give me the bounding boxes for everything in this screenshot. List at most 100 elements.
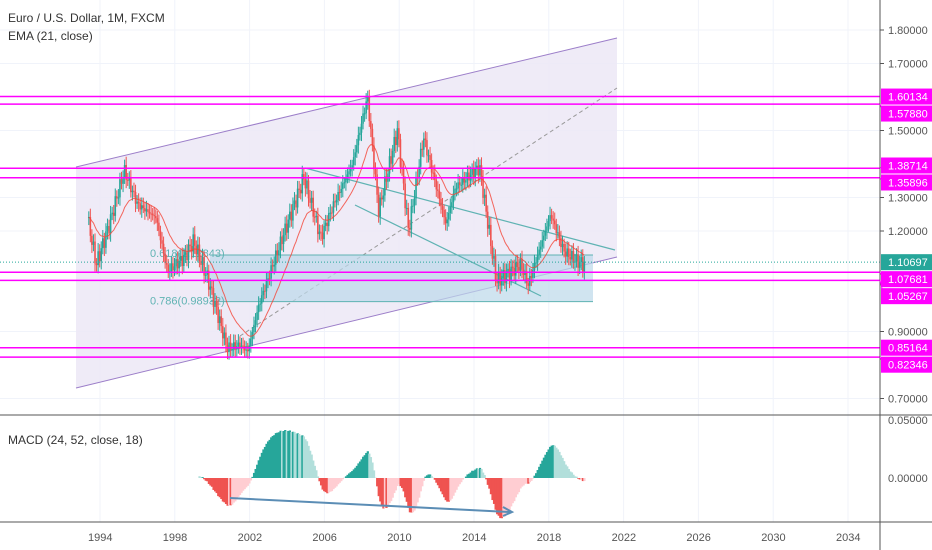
macd-histogram-bar	[446, 478, 449, 502]
candle-body	[360, 123, 363, 133]
macd-histogram-bar	[572, 474, 575, 478]
candle-body	[485, 194, 487, 212]
candle-body	[401, 166, 403, 168]
candle-body	[134, 192, 137, 204]
macd-histogram-bar	[408, 478, 411, 513]
price-level-label: 1.35896	[888, 178, 928, 190]
candle-body	[109, 214, 112, 234]
macd-histogram-bar	[337, 478, 340, 485]
candle-body	[449, 206, 452, 213]
candle-body	[535, 262, 537, 264]
candle-body	[393, 136, 396, 151]
macd-histogram-bar	[366, 451, 369, 478]
macd-histogram-bar	[287, 430, 290, 478]
candle-body	[396, 128, 399, 146]
macd-histogram-bar	[396, 478, 399, 487]
candle-body	[583, 261, 586, 272]
candle-body	[564, 251, 567, 257]
macd-histogram-bar	[474, 469, 477, 478]
divergence-arrow	[229, 497, 511, 513]
candle-body	[102, 238, 104, 249]
macd-histogram-bar	[478, 467, 482, 478]
candle-body	[142, 205, 145, 209]
candle-body	[471, 168, 473, 175]
price-level-label: 0.82346	[888, 360, 928, 372]
candle-body	[237, 342, 240, 347]
candle-body	[460, 184, 463, 186]
price-tick-label: 1.50000	[888, 126, 928, 138]
candle-body	[363, 113, 366, 115]
candle-body	[245, 349, 247, 351]
candle-body	[175, 259, 177, 267]
macd-histogram-bar	[226, 478, 229, 506]
macd-histogram-bar	[379, 478, 382, 502]
candle-body	[421, 148, 424, 150]
price-tick-label: 1.80000	[888, 25, 928, 37]
macd-histogram-bar	[240, 478, 243, 493]
candle-body	[415, 177, 417, 199]
candle-body	[326, 222, 329, 227]
macd-histogram-bar	[511, 478, 514, 504]
macd-histogram-bar	[569, 471, 572, 478]
candle-body	[151, 213, 154, 216]
macd-histogram-bar	[469, 472, 472, 478]
candle-body	[298, 188, 300, 190]
macd-histogram-bar	[514, 478, 517, 498]
macd-histogram-bar	[252, 472, 256, 478]
macd-histogram-bar	[513, 478, 516, 502]
candle-body	[349, 168, 352, 172]
candle-body	[382, 195, 385, 200]
candle-body	[187, 244, 190, 261]
macd-histogram-bar	[496, 478, 499, 515]
macd-histogram-bar	[556, 449, 560, 478]
macd-histogram-bar	[517, 478, 521, 493]
candle-body	[226, 344, 229, 353]
candle-body	[281, 236, 283, 245]
macd-histogram-bar	[527, 478, 530, 484]
candle-body	[158, 222, 160, 231]
candle-body	[340, 188, 343, 193]
macd-histogram-bar	[380, 478, 383, 506]
macd-histogram-bar	[204, 478, 207, 481]
price-level-label: 1.07681	[888, 274, 928, 286]
candle-body	[179, 255, 182, 261]
macd-histogram-bar	[273, 435, 276, 478]
candle-body	[493, 256, 495, 259]
macd-histogram-bar	[302, 436, 306, 478]
macd-histogram-bar	[564, 464, 567, 478]
candle-body	[116, 196, 118, 199]
candle-body	[486, 211, 489, 229]
candle-body	[321, 232, 324, 240]
macd-histogram-bar	[531, 478, 535, 479]
price-level-label: 1.05267	[888, 291, 928, 303]
candle-body	[465, 180, 467, 183]
macd-histogram-bar	[291, 431, 295, 478]
candle-body	[312, 197, 314, 217]
price-level-label: 1.60134	[888, 92, 928, 104]
macd-histogram-bar	[580, 478, 583, 480]
macd-histogram-bar	[259, 456, 262, 478]
candle-body	[95, 263, 98, 266]
macd-histogram-bar	[279, 430, 282, 478]
candle-body	[186, 252, 188, 261]
macd-histogram-bar	[416, 478, 419, 503]
candle-body	[112, 212, 115, 216]
macd-histogram-bar	[312, 460, 315, 478]
candle-body	[126, 179, 129, 181]
candle-body	[217, 307, 219, 323]
price-tick-label: 1.30000	[888, 193, 928, 205]
symbol-title: Euro / U.S. Dollar, 1M, FXCM	[8, 11, 165, 25]
macd-histogram-bar	[536, 470, 539, 478]
candle-body	[426, 140, 428, 156]
candle-body	[575, 254, 578, 262]
macd-histogram-bar	[427, 474, 430, 478]
candle-body	[287, 219, 290, 233]
macd-histogram-bar	[573, 476, 577, 478]
candle-body	[220, 316, 223, 327]
candle-body	[153, 215, 156, 217]
price-level-badge	[881, 288, 932, 305]
time-tick-label: 2022	[612, 532, 636, 544]
candle-body	[466, 172, 469, 181]
